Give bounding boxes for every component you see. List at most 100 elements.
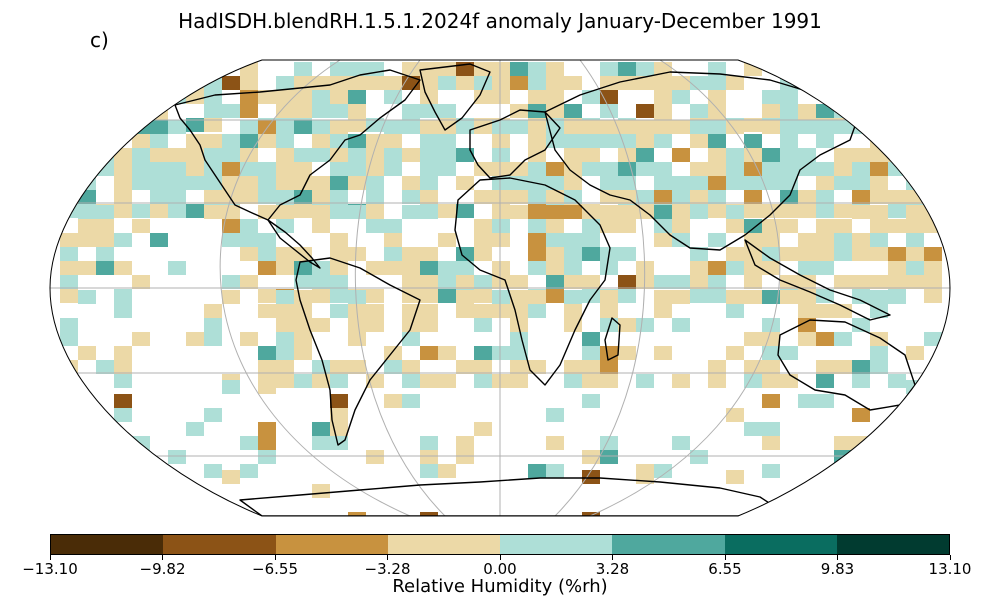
anomaly-cell [276,134,294,148]
anomaly-cell [852,233,870,247]
anomaly-cell [600,134,618,148]
anomaly-cell [798,290,816,304]
anomaly-cell [654,176,672,190]
anomaly-cell [312,120,330,134]
anomaly-cell [492,76,510,90]
colorbar-tick [162,555,163,560]
anomaly-cell [60,62,78,76]
anomaly-cell [618,134,636,148]
anomaly-cell [762,104,780,118]
anomaly-cell [816,233,834,247]
anomaly-cell [744,360,762,374]
colorbar-tick-label: −6.55 [252,560,298,578]
anomaly-cell [222,104,240,118]
anomaly-cell [852,62,870,76]
anomaly-cell [222,275,240,289]
anomaly-cell [168,450,186,464]
anomaly-cell [924,190,942,204]
anomaly-cell [348,148,366,162]
anomaly-cell [510,332,528,346]
anomaly-cell [726,176,744,190]
anomaly-cell [618,247,636,261]
anomaly-cell [888,104,906,118]
anomaly-cell [618,275,636,289]
anomaly-cell [762,332,780,346]
anomaly-cell [294,190,312,204]
anomaly-cell [240,104,258,118]
anomaly-cell [672,76,690,90]
anomaly-cell [564,190,582,204]
anomaly-cell [600,219,618,233]
anomaly-cell [870,134,888,148]
anomaly-cell [834,332,852,346]
anomaly-cell [420,76,438,90]
anomaly-cell [492,134,510,148]
anomaly-cell [690,190,708,204]
anomaly-cell [456,290,474,304]
colorbar-tick-label: −3.28 [364,560,411,578]
anomaly-cell [582,219,600,233]
anomaly-cell [600,360,618,374]
anomaly-cell [114,62,132,76]
anomaly-cell [492,374,510,388]
anomaly-cell [384,90,402,104]
anomaly-cell [870,176,888,190]
anomaly-cell [510,205,528,219]
anomaly-cell [294,120,312,134]
anomaly-cell [816,219,834,233]
anomaly-cell [798,204,816,218]
anomaly-cell [276,290,294,304]
anomaly-cell [312,318,330,332]
anomaly-cell [780,204,798,218]
anomaly-cell [60,90,78,104]
anomaly-cell [132,450,150,464]
anomaly-cell [762,422,780,436]
anomaly-cell [528,190,546,204]
anomaly-cell [474,304,492,318]
anomaly-cell [366,162,384,176]
anomaly-cell [204,90,222,104]
anomaly-cell [114,346,132,360]
anomaly-cell [906,148,924,162]
anomaly-cell [438,134,456,148]
anomaly-cell [726,470,744,484]
colorbar-tick [499,555,501,560]
anomaly-cell [276,247,294,261]
anomaly-cell [168,76,186,90]
anomaly-cell [852,247,870,261]
anomaly-cell [690,76,708,90]
anomaly-cell [312,275,330,289]
anomaly-cell [276,346,294,360]
anomaly-cell [708,261,726,275]
anomaly-cell [438,204,456,218]
anomaly-cell [582,346,600,360]
anomaly-cell [240,436,258,450]
anomaly-cell [816,247,834,261]
anomaly-cell [294,261,312,275]
anomaly-cell [348,62,366,76]
anomaly-cell [510,190,528,204]
anomaly-cell [654,233,672,247]
anomaly-cell [654,219,672,233]
anomaly-cell [762,360,780,374]
anomaly-cell [78,233,96,247]
anomaly-cell [492,346,510,360]
anomaly-cell [456,436,474,450]
anomaly-cell [726,304,744,318]
anomaly-cell [726,247,744,261]
anomaly-cell [744,219,762,233]
anomaly-cell [294,90,312,104]
anomaly-cell [78,62,96,76]
anomaly-cell [204,464,222,478]
anomaly-cell [672,190,690,204]
anomaly-cell [384,261,402,275]
anomaly-cell [582,148,600,162]
anomaly-cell [420,346,438,360]
anomaly-cell [240,120,258,134]
anomaly-cell [402,104,420,118]
anomaly-cell [474,219,492,233]
colorbar-segment [387,535,500,554]
anomaly-cell [96,104,114,118]
anomaly-cell [852,360,870,374]
anomaly-cell [762,318,780,332]
